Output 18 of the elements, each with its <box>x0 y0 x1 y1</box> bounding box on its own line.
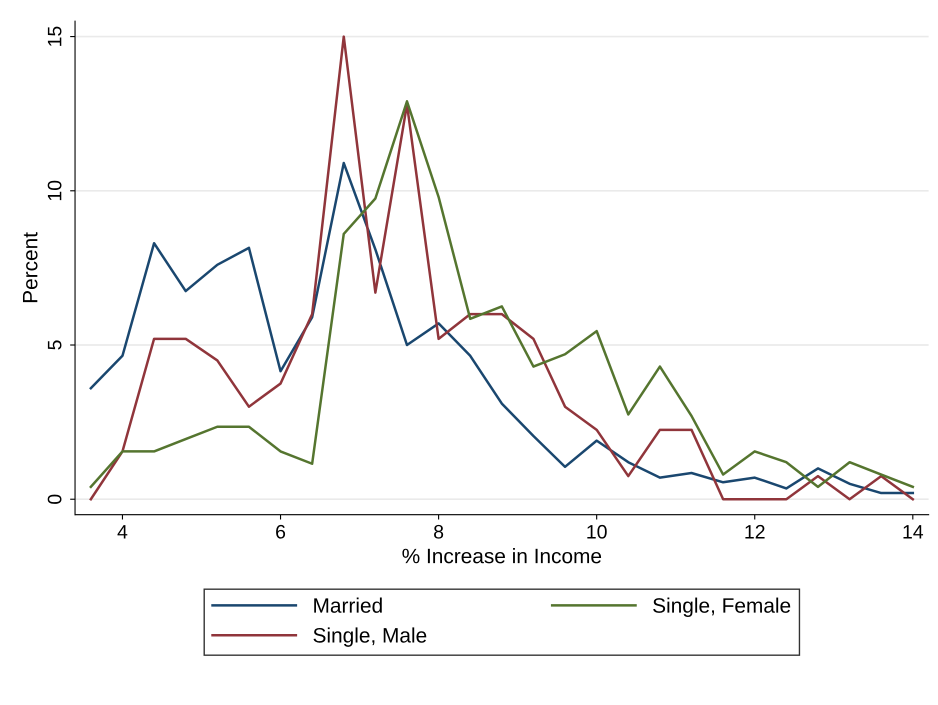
x-tick-label: 6 <box>276 524 286 539</box>
x-tick-label: 14 <box>903 525 924 538</box>
y-axis-title: Percent <box>22 232 38 302</box>
x-tick-label: 4 <box>118 525 128 538</box>
y-tick-label: 15 <box>48 26 62 46</box>
x-tick-label: 8 <box>434 524 444 539</box>
legend-label: Single, Male <box>313 627 426 647</box>
line-series <box>90 162 914 494</box>
line-series <box>90 100 914 488</box>
legend-label: Married <box>314 598 382 613</box>
line-series <box>90 35 914 500</box>
legend-label: Single, Female <box>653 598 790 617</box>
x-tick-label: 10 <box>587 524 607 539</box>
x-tick-label: 12 <box>745 524 765 538</box>
y-tick-label: 10 <box>48 180 62 200</box>
y-tick-label: 0 <box>48 494 62 504</box>
x-axis-title: % Increase in Income <box>402 548 602 564</box>
y-tick-label: 5 <box>48 340 62 350</box>
